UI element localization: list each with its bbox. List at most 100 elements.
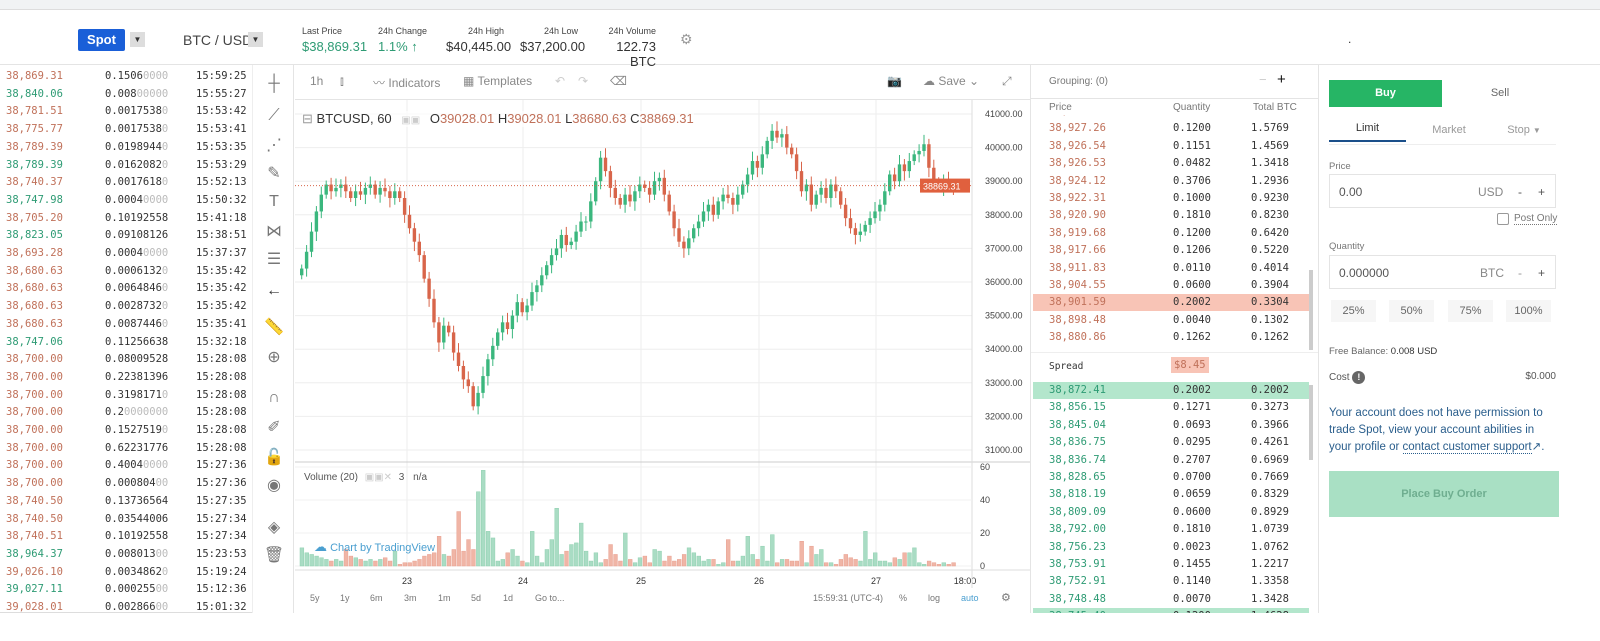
pct-100-button[interactable]: 100% (1506, 300, 1551, 322)
ruler-icon[interactable]: 📏 (264, 319, 284, 336)
quantity-increment-button[interactable]: + (1538, 266, 1546, 280)
post-only-checkbox[interactable] (1497, 213, 1509, 225)
ask-row[interactable]: 38,911.83 0.0110 0.4014 (1033, 260, 1309, 277)
ask-row[interactable]: 38,926.54 0.1151 1.4569 (1033, 138, 1309, 155)
indicators-button[interactable]: 〰 Indicators (373, 74, 440, 91)
bid-row[interactable]: 38,792.00 0.1810 1.0739 (1033, 521, 1309, 538)
percent-toggle[interactable]: % (899, 593, 908, 603)
redo-icon[interactable]: ↷ (578, 74, 589, 88)
range-5y[interactable]: 5y (310, 593, 320, 603)
bid-row[interactable]: 38,836.74 0.2707 0.6969 (1033, 452, 1309, 469)
chart-clock[interactable]: 15:59:31 (UTC-4) (813, 593, 884, 603)
stop-tab[interactable]: Stop ▼ (1494, 124, 1554, 136)
range-1m[interactable]: 1m (438, 593, 451, 603)
ask-row[interactable]: 38,919.68 0.1200 0.6420 (1033, 225, 1309, 242)
goto-button[interactable]: Go to... (535, 593, 565, 603)
info-icon[interactable]: ! (1352, 371, 1366, 384)
camera-icon[interactable]: 📷 (887, 74, 902, 88)
grouping-increase-button[interactable]: + (1277, 71, 1286, 88)
range-3m[interactable]: 3m (404, 593, 417, 603)
text-tool-icon[interactable]: T (269, 193, 279, 210)
gear-icon[interactable]: ⚙ (680, 31, 693, 47)
quantity-input[interactable]: 0.000000 BTC - + (1329, 255, 1556, 289)
ask-row[interactable]: 38,880.86 0.1262 0.1262 (1033, 329, 1309, 346)
range-1y[interactable]: 1y (340, 593, 350, 603)
layers-icon[interactable]: ◈ (267, 519, 281, 536)
collapse-icon[interactable]: ⊟ (302, 111, 313, 126)
ask-row[interactable]: 38,932.45 0.1200 1.6969 (1033, 115, 1309, 120)
ask-row[interactable]: 38,922.31 0.1000 0.9230 (1033, 190, 1309, 207)
eraser-icon[interactable]: ⌫ (610, 74, 627, 88)
ask-row[interactable]: 38,904.55 0.0600 0.3904 (1033, 277, 1309, 294)
pair-dropdown[interactable]: ▼ (248, 32, 263, 47)
bid-row[interactable]: 38,836.75 0.0295 0.4261 (1033, 434, 1309, 451)
bid-row[interactable]: 38,756.23 0.0023 1.0762 (1033, 539, 1309, 556)
brush-icon[interactable]: ✎ (267, 165, 281, 182)
pair-selector[interactable]: BTC / USD (183, 32, 253, 48)
log-toggle[interactable]: log (928, 593, 941, 603)
volume-settings-icon[interactable]: ▣▣✕ (364, 472, 392, 483)
trend-line-icon[interactable]: ⟋ (268, 107, 280, 124)
pct-50-button[interactable]: 50% (1389, 300, 1434, 322)
trash-icon[interactable]: 🗑 (263, 547, 285, 564)
place-buy-order-button[interactable]: Place Buy Order (1329, 471, 1559, 517)
market-tab[interactable]: Market (1432, 124, 1466, 136)
market-type-dropdown[interactable]: ▼ (130, 32, 145, 47)
eye-icon[interactable]: ◉ (267, 477, 281, 494)
bid-row[interactable]: 38,828.65 0.0700 0.7669 (1033, 469, 1309, 486)
contact-support-link[interactable]: contact customer support (1402, 441, 1532, 454)
save-button[interactable]: ☁ Save ⌄ (923, 74, 979, 88)
undo-icon[interactable]: ↶ (555, 74, 566, 88)
spot-button[interactable]: Spot (78, 29, 125, 51)
templates-button[interactable]: ▦ Templates (463, 74, 532, 88)
range-5d[interactable]: 5d (471, 593, 482, 603)
chart-settings-icon[interactable]: ⚙ (1001, 592, 1011, 604)
tradingview-watermark[interactable]: ☁ Chart by TradingView (314, 539, 435, 555)
auto-toggle[interactable]: auto (961, 593, 979, 603)
bid-row[interactable]: 38,856.15 0.1271 0.3273 (1033, 399, 1309, 416)
quantity-decrement-button[interactable]: - (1518, 266, 1522, 280)
legend-settings-icon[interactable]: ▣▣ (401, 115, 421, 126)
bid-row[interactable]: 38,818.19 0.0659 0.8329 (1033, 486, 1309, 503)
sell-tab[interactable]: Sell (1490, 87, 1510, 99)
crosshair-icon[interactable]: ┼ (268, 75, 280, 92)
lock-drawing-icon[interactable]: ✐ (267, 419, 281, 436)
pct-25-button[interactable]: 25% (1331, 300, 1376, 322)
bid-row[interactable]: 38,872.41 0.2002 0.2002 (1033, 382, 1309, 399)
bid-row[interactable]: 38,748.48 0.0070 1.3428 (1033, 591, 1309, 608)
price-decrement-button[interactable]: - (1518, 185, 1522, 199)
pct-75-button[interactable]: 75% (1448, 300, 1493, 322)
ask-row[interactable]: 38,917.66 0.1206 0.5220 (1033, 242, 1309, 259)
bid-row[interactable]: 38,753.91 0.1455 1.2217 (1033, 556, 1309, 573)
arrow-left-icon[interactable]: ← (266, 282, 282, 299)
range-6m[interactable]: 6m (370, 593, 383, 603)
ask-row[interactable]: 38,898.48 0.0040 0.1302 (1033, 312, 1309, 329)
price-increment-button[interactable]: + (1538, 185, 1546, 199)
fullscreen-icon[interactable]: ⤢ (1002, 74, 1012, 88)
candle-type-icon[interactable]: ⫾ (340, 74, 344, 88)
zoom-in-icon[interactable]: ⊕ (267, 349, 281, 366)
bids-scrollbar[interactable] (1309, 385, 1313, 460)
ask-row[interactable]: 38,927.26 0.1200 1.5769 (1033, 120, 1309, 137)
bid-row[interactable]: 38,745.40 0.1200 1.4628 (1033, 608, 1309, 613)
limit-tab[interactable]: Limit (1329, 122, 1406, 142)
price-input[interactable]: 0.00 USD - + (1329, 174, 1556, 208)
bid-row[interactable]: 38,809.09 0.0600 0.8929 (1033, 504, 1309, 521)
grouping-decrease-button[interactable]: − (1259, 72, 1267, 87)
ask-row[interactable]: 38,920.90 0.1810 0.8230 (1033, 207, 1309, 224)
asks-scrollbar[interactable] (1309, 270, 1313, 350)
buy-tab[interactable]: Buy (1329, 80, 1442, 107)
pattern-icon[interactable]: ⋈ (266, 223, 282, 240)
bid-row[interactable]: 38,752.91 0.1140 1.3358 (1033, 573, 1309, 590)
interval-button[interactable]: 1h (310, 74, 324, 88)
lock-icon[interactable]: 🔓 (264, 449, 284, 466)
ask-row[interactable]: 38,926.53 0.0482 1.3418 (1033, 155, 1309, 172)
ask-row[interactable]: 38,901.59 0.2002 0.3304 (1033, 294, 1309, 312)
range-1d[interactable]: 1d (503, 593, 514, 603)
prediction-icon[interactable]: ☰ (266, 251, 282, 268)
fib-tool-icon[interactable]: ⋰ (266, 137, 282, 154)
bid-row[interactable]: 38,845.04 0.0693 0.3966 (1033, 417, 1309, 434)
post-only-label[interactable]: Post Only (1514, 213, 1558, 225)
magnet-icon[interactable]: ∩ (268, 389, 280, 406)
ask-row[interactable]: 38,924.12 0.3706 1.2936 (1033, 173, 1309, 190)
